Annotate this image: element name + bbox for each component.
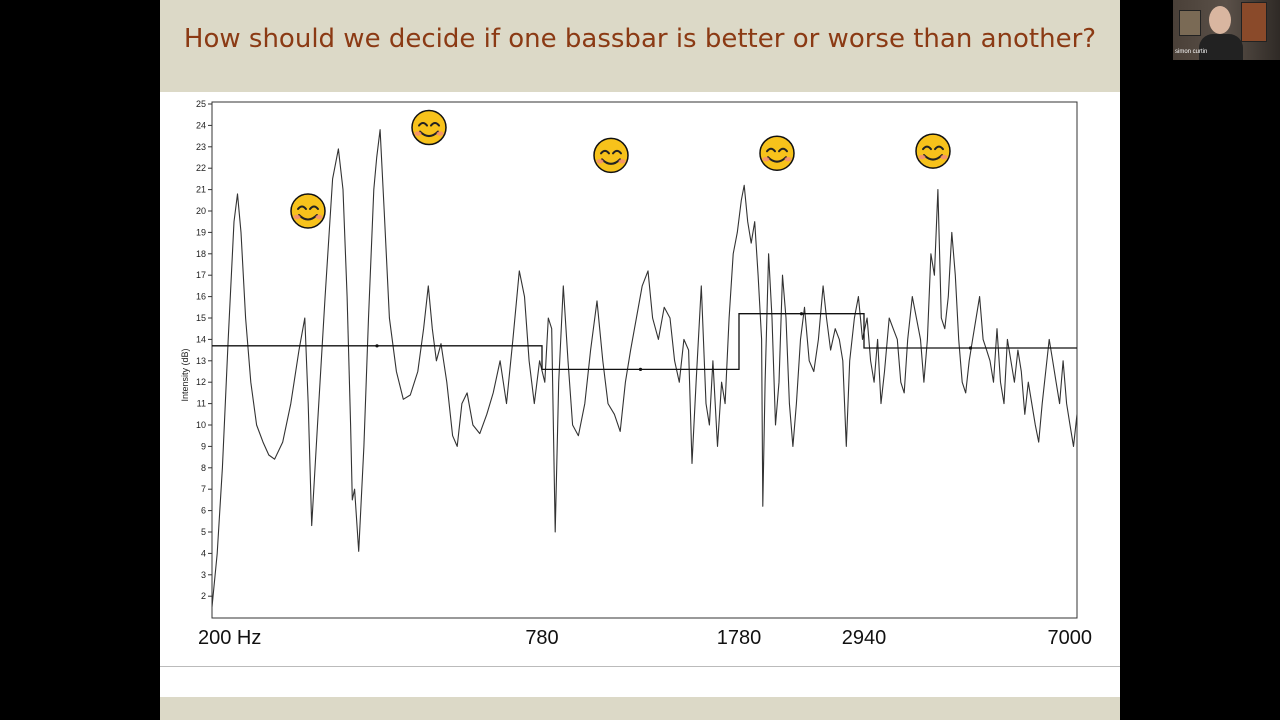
smiling-face-mouth xyxy=(601,158,621,165)
smiling-face-mouth xyxy=(298,214,318,221)
footer-band xyxy=(160,697,1120,720)
y-tick-label: 10 xyxy=(196,420,206,430)
y-tick-label: 15 xyxy=(196,313,206,323)
y-tick-label: 19 xyxy=(196,227,206,237)
x-tick-label: 200 Hz xyxy=(198,627,261,649)
y-tick-label: 23 xyxy=(196,142,206,152)
y-tick-label: 24 xyxy=(196,120,206,130)
y-axis-label: Intensity (dB) xyxy=(180,348,190,401)
y-tick-label: 3 xyxy=(201,570,206,580)
y-tick-label: 25 xyxy=(196,99,206,109)
y-tick-label: 8 xyxy=(201,463,206,473)
smiling-face-cheek xyxy=(618,159,626,164)
smiling-face-icon xyxy=(411,109,447,146)
band-mean-marker xyxy=(638,367,643,371)
smiling-face-mouth xyxy=(419,130,439,138)
smiling-face-cheek xyxy=(596,159,604,164)
title-band: How should we decide if one bassbar is b… xyxy=(160,0,1120,92)
smiling-face-icon xyxy=(915,133,951,169)
smiling-face-icon xyxy=(290,193,326,229)
wall-picture-frame xyxy=(1241,2,1267,42)
y-tick-label: 20 xyxy=(196,206,206,216)
smiling-face-icon xyxy=(759,135,795,171)
smiling-face-left-eye xyxy=(297,205,307,210)
smiling-face-left-eye xyxy=(600,149,610,155)
y-tick-label: 14 xyxy=(196,334,206,344)
y-tick-label: 5 xyxy=(201,527,206,537)
smiling-face-right-eye xyxy=(778,147,788,153)
smiling-face-mouth xyxy=(767,156,787,163)
smiling-face-mouth xyxy=(923,154,943,161)
smiling-face-cheek xyxy=(940,154,948,160)
smiling-face-left-eye xyxy=(922,145,932,151)
y-tick-label: 16 xyxy=(196,292,206,302)
y-tick-label: 13 xyxy=(196,356,206,366)
smiling-face-right-eye xyxy=(309,205,319,210)
participant-head xyxy=(1209,6,1231,34)
y-tick-label: 6 xyxy=(201,506,206,516)
smiling-face-cheek xyxy=(414,131,422,136)
smiling-face-right-eye xyxy=(934,145,944,151)
band-mean-marker xyxy=(968,346,973,350)
smiling-face-icon xyxy=(593,137,629,174)
spectrum-series-line xyxy=(211,129,1078,607)
smiling-face-cheek xyxy=(293,214,301,220)
participant-video-thumbnail[interactable]: simon curtin xyxy=(1173,0,1280,60)
participant-body xyxy=(1199,34,1243,60)
smiling-face-left-eye xyxy=(766,147,776,153)
participant-name-label: simon curtin xyxy=(1175,49,1208,55)
y-tick-label: 22 xyxy=(196,163,206,173)
y-tick-label: 7 xyxy=(201,484,206,494)
smiling-face-cheek xyxy=(762,157,770,162)
smiling-face-right-eye xyxy=(430,122,440,127)
smiling-face-right-eye xyxy=(612,149,622,155)
x-tick-label: 1780 xyxy=(717,627,762,649)
band-mean-marker xyxy=(799,312,804,316)
smiling-face-left-eye xyxy=(418,122,428,127)
band-mean-step-line xyxy=(212,313,1077,371)
band-mean-marker xyxy=(375,344,379,348)
x-tick-label: 780 xyxy=(525,627,558,649)
slide-title: How should we decide if one bassbar is b… xyxy=(183,24,1097,54)
y-tick-label: 2 xyxy=(201,591,206,601)
y-tick-label: 21 xyxy=(196,185,206,195)
y-tick-label: 18 xyxy=(196,249,206,259)
plot-frame xyxy=(211,101,1078,619)
y-tick-label: 9 xyxy=(201,441,206,451)
x-tick-label: 7000 xyxy=(1048,627,1093,649)
smiling-face-cheek xyxy=(315,214,323,220)
x-tick-label: 2940 xyxy=(842,627,887,649)
y-tick-label: 4 xyxy=(201,548,206,558)
smiling-face-cheek xyxy=(784,157,792,162)
y-tick-label: 11 xyxy=(197,399,206,409)
y-tick-label: 12 xyxy=(196,377,206,387)
smiling-face-cheek xyxy=(918,154,926,160)
x-axis-separator xyxy=(160,666,1120,667)
y-tick-label: 17 xyxy=(196,270,206,280)
wall-picture-frame xyxy=(1179,10,1201,36)
smiling-face-cheek xyxy=(436,131,444,136)
